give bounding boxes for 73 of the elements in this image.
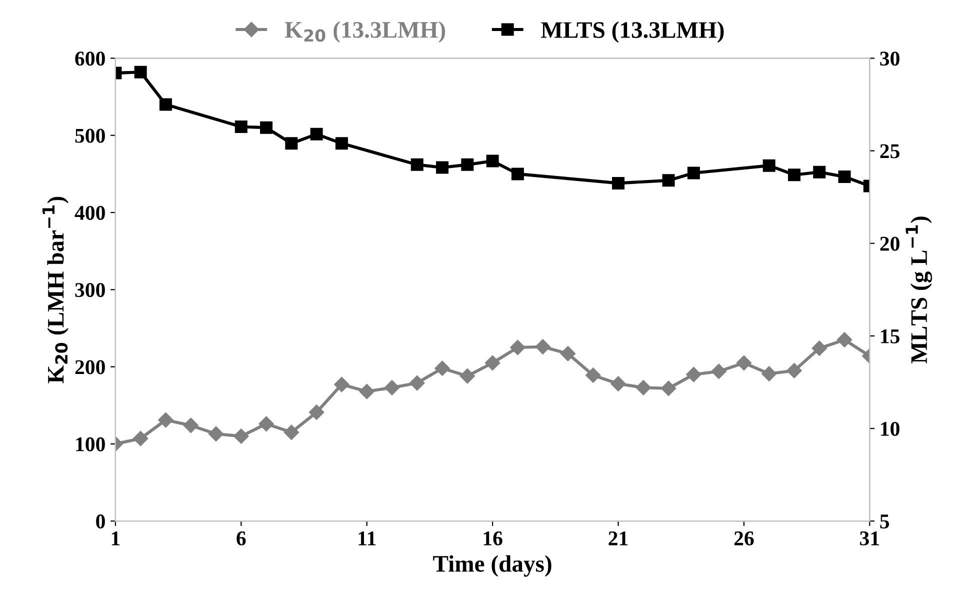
point [511, 168, 524, 180]
point [461, 158, 474, 171]
point [762, 159, 776, 172]
point [359, 384, 374, 400]
point [636, 380, 651, 396]
legend-label: MLTS (13.3LMH) [541, 21, 724, 43]
point [134, 66, 147, 78]
y2-tick-label: 10 [881, 422, 900, 436]
point [159, 98, 172, 111]
point [762, 366, 777, 382]
point [486, 154, 499, 168]
y-tick-label: 300 [75, 283, 105, 298]
point [335, 137, 348, 150]
point [786, 363, 802, 378]
point [258, 416, 274, 432]
y-tick-label: 400 [74, 206, 105, 220]
x-tick-label: 21 [608, 531, 628, 546]
point [260, 121, 273, 134]
point [711, 364, 726, 379]
y-tick-label: 100 [76, 437, 105, 452]
point [662, 174, 675, 187]
point [836, 332, 852, 348]
legend-label: K$_{20}$ (13.3LMH) [284, 21, 446, 43]
point [812, 340, 827, 356]
point [410, 158, 424, 171]
x-axis-title: Time (days) [433, 555, 552, 577]
y-tick-label: 200 [75, 360, 105, 374]
point [660, 380, 676, 396]
y2-tick-label: 15 [881, 329, 900, 344]
point [560, 346, 576, 362]
point [284, 424, 299, 440]
point [334, 376, 350, 392]
x-tick-label: 16 [484, 531, 502, 546]
point [183, 418, 198, 433]
x-tick-label: 26 [734, 531, 754, 546]
point [208, 426, 224, 442]
point [612, 176, 624, 190]
y2-tick-label: 25 [880, 144, 900, 158]
point [686, 366, 702, 382]
point [310, 128, 323, 140]
point [813, 166, 826, 178]
point [308, 404, 324, 420]
point [158, 412, 174, 428]
point [535, 339, 550, 354]
point [610, 376, 626, 392]
point [484, 355, 500, 370]
point [510, 340, 526, 356]
point [687, 166, 700, 180]
point [133, 430, 148, 446]
point [285, 137, 298, 150]
x-tick-label: 6 [236, 531, 246, 546]
y-tick-label: 600 [75, 52, 105, 66]
y-tick-label: 0 [96, 514, 105, 528]
point [586, 368, 601, 383]
point [460, 368, 475, 384]
point [234, 120, 248, 133]
y2-tick-label: 5 [880, 514, 890, 528]
point [234, 428, 249, 444]
y2-axis-title: MLTS (g L$^{−1}$) [906, 216, 932, 364]
point [838, 170, 851, 183]
x-tick-label: 31 [860, 531, 879, 546]
point [736, 355, 752, 370]
point [434, 360, 450, 376]
point [410, 375, 425, 391]
point [384, 380, 400, 396]
point [788, 168, 800, 182]
y-tick-label: 500 [75, 128, 105, 143]
x-tick-label: 11 [358, 531, 376, 546]
point [436, 161, 449, 174]
x-tick-label: 1 [112, 531, 120, 546]
y-axis-title: K$_{20}$ (LMH bar$^{−1}$) [42, 196, 69, 384]
y2-tick-label: 30 [880, 52, 900, 66]
y2-tick-label: 20 [880, 236, 900, 251]
